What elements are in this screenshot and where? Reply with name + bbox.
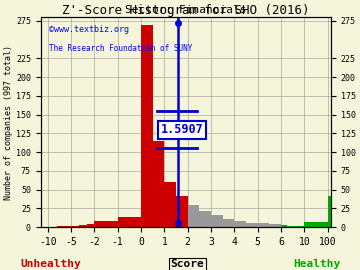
Bar (298, 226, 304, 227)
Bar (246, 223, 258, 227)
Bar (222, 219, 234, 227)
Bar (66, 226, 71, 227)
Title: Z'-Score Histogram for SHO (2016): Z'-Score Histogram for SHO (2016) (62, 4, 310, 17)
Text: Unhealthy: Unhealthy (20, 259, 81, 269)
Bar (281, 225, 284, 227)
Bar (234, 221, 246, 227)
Bar (281, 225, 287, 227)
Bar (287, 226, 290, 227)
Bar (71, 226, 79, 227)
Bar (293, 226, 296, 227)
Bar (211, 215, 222, 227)
Bar (258, 224, 269, 227)
Bar (176, 196, 188, 227)
Bar (118, 217, 141, 227)
Text: ©www.textbiz.org: ©www.textbiz.org (49, 25, 129, 34)
Bar (269, 224, 281, 227)
Bar (304, 222, 328, 227)
Bar (94, 221, 118, 227)
Bar (199, 211, 211, 227)
Bar (164, 182, 176, 227)
Bar (86, 224, 94, 227)
Bar (153, 141, 164, 227)
Bar (290, 226, 293, 227)
Bar (284, 225, 287, 227)
Text: Healthy: Healthy (293, 259, 341, 269)
Bar (188, 205, 199, 227)
Bar (287, 226, 293, 227)
Text: Score: Score (170, 259, 204, 269)
Text: The Research Foundation of SUNY: The Research Foundation of SUNY (49, 44, 193, 53)
Bar (328, 196, 360, 227)
Bar (293, 226, 298, 227)
Y-axis label: Number of companies (997 total): Number of companies (997 total) (4, 45, 13, 200)
Bar (141, 25, 153, 227)
Text: 1.5907: 1.5907 (161, 123, 203, 136)
Text: Sector: Financials: Sector: Financials (125, 5, 247, 15)
Bar (79, 225, 86, 227)
